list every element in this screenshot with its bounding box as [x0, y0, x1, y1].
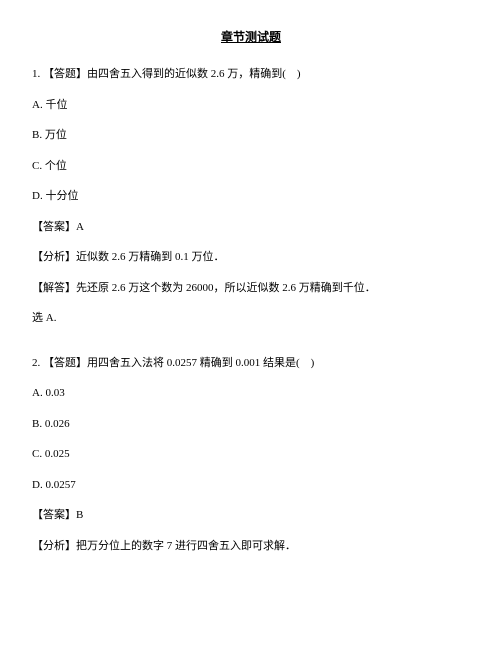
- q2-answer: 【答案】B: [32, 507, 470, 524]
- q1-conclusion: 选 A.: [32, 310, 470, 327]
- q1-option-d: D. 十分位: [32, 188, 470, 205]
- q2-stem: 2. 【答题】用四舍五入法将 0.0257 精确到 0.001 结果是( ): [32, 355, 470, 372]
- q1-option-a: A. 千位: [32, 97, 470, 114]
- q2-option-a: A. 0.03: [32, 385, 470, 402]
- q1-analysis: 【分析】近似数 2.6 万精确到 0.1 万位．: [32, 249, 470, 266]
- q2-option-d: D. 0.0257: [32, 477, 470, 494]
- q1-solution: 【解答】先还原 2.6 万这个数为 26000，所以近似数 2.6 万精确到千位…: [32, 280, 470, 297]
- page-title: 章节测试题: [32, 28, 470, 46]
- q1-stem: 1. 【答题】由四舍五入得到的近似数 2.6 万，精确到( ): [32, 66, 470, 83]
- q2-option-b: B. 0.026: [32, 416, 470, 433]
- q2-analysis: 【分析】把万分位上的数字 7 进行四舍五入即可求解．: [32, 538, 470, 555]
- q2-option-c: C. 0.025: [32, 446, 470, 463]
- q1-option-b: B. 万位: [32, 127, 470, 144]
- q1-answer: 【答案】A: [32, 219, 470, 236]
- q1-option-c: C. 个位: [32, 158, 470, 175]
